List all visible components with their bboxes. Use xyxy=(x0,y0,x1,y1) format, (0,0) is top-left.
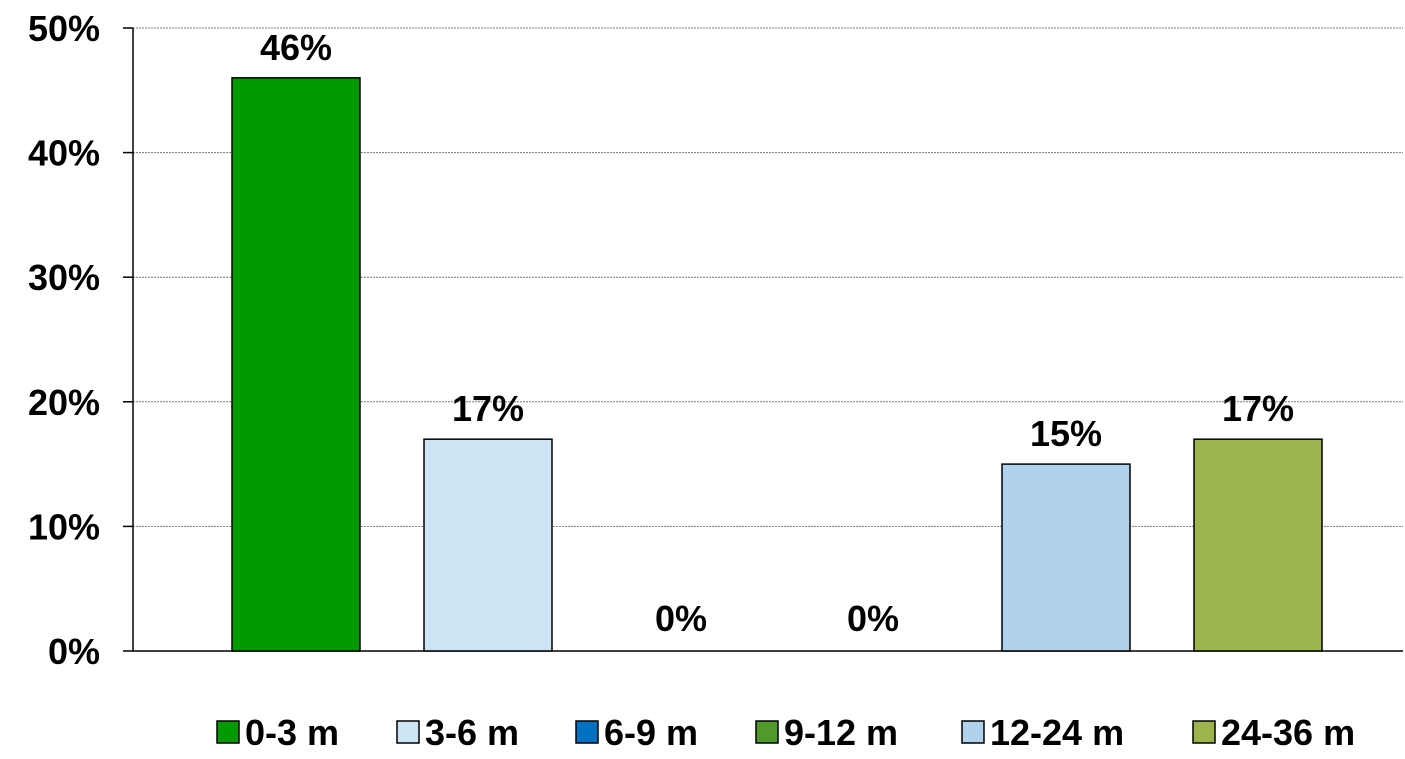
legend-swatch xyxy=(1192,720,1216,744)
data-labels: 46% 17% 0% 0% 15% 17% xyxy=(260,27,1294,639)
legend-swatch xyxy=(755,720,779,744)
y-tick-label: 20% xyxy=(28,382,100,423)
legend-label: 24-36 m xyxy=(1221,712,1355,753)
data-label: 0% xyxy=(847,598,899,639)
y-tick-label: 10% xyxy=(28,506,100,547)
bars xyxy=(231,77,1323,652)
legend: 0-3 m 3-6 m 6-9 m 9-12 m 12-24 m 24-36 m xyxy=(216,712,1355,753)
data-label: 17% xyxy=(1222,388,1294,429)
y-tick-label: 0% xyxy=(48,631,100,672)
bar xyxy=(231,77,361,652)
legend-swatch xyxy=(396,720,420,744)
legend-swatch xyxy=(216,720,240,744)
data-label: 46% xyxy=(260,27,332,68)
legend-swatch xyxy=(961,720,985,744)
y-axis-ticks: 0% 10% 20% 30% 40% 50% xyxy=(28,8,134,672)
data-label: 0% xyxy=(655,598,707,639)
bar xyxy=(1001,463,1131,652)
y-tick-label: 50% xyxy=(28,8,100,49)
bar xyxy=(1193,438,1323,652)
legend-label: 9-12 m xyxy=(784,712,898,753)
y-tick-label: 30% xyxy=(28,257,100,298)
bar xyxy=(423,438,553,652)
legend-label: 0-3 m xyxy=(245,712,339,753)
legend-label: 6-9 m xyxy=(604,712,698,753)
y-tick-label: 40% xyxy=(28,133,100,174)
legend-label: 12-24 m xyxy=(990,712,1124,753)
data-label: 17% xyxy=(452,388,524,429)
legend-swatch xyxy=(575,720,599,744)
data-label: 15% xyxy=(1030,413,1102,454)
legend-label: 3-6 m xyxy=(425,712,519,753)
